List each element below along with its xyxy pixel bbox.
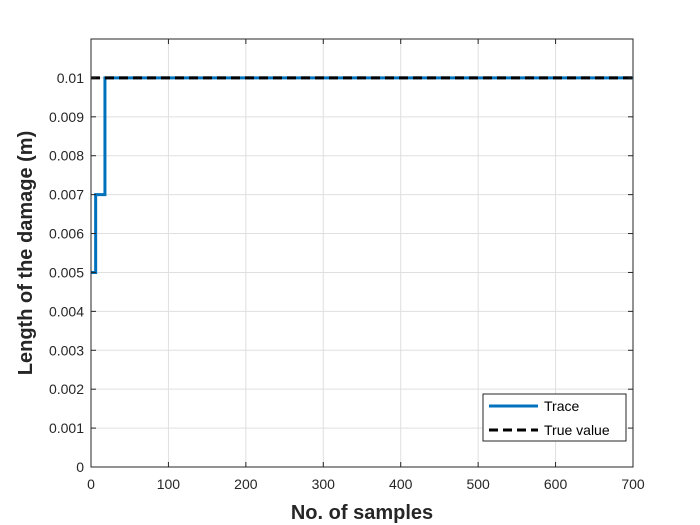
tick-labels: 0 100 200 300 400 500 600 700 0 0.001 0.002 0.003 0.… <box>49 70 645 492</box>
x-tick-label: 100 <box>157 476 181 492</box>
plot-frame <box>90 38 634 468</box>
legend-box <box>482 393 627 442</box>
y-tick-label: 0.004 <box>49 303 84 319</box>
x-tick-label: 500 <box>466 476 490 492</box>
y-tick-label: 0.002 <box>49 381 84 397</box>
x-tick-label: 600 <box>544 476 568 492</box>
y-tick-label: 0.009 <box>49 109 84 125</box>
x-tick-label: 300 <box>312 476 336 492</box>
x-tick-label: 400 <box>389 476 413 492</box>
y-tick-label: 0.008 <box>49 148 84 164</box>
x-tick-label: 0 <box>87 476 95 492</box>
y-tick-label: 0.003 <box>49 342 84 358</box>
x-tick-label: 200 <box>234 476 258 492</box>
y-tick-label: 0.007 <box>49 187 84 203</box>
legend-label-trace: Trace <box>544 398 579 414</box>
y-tick-label: 0.001 <box>49 420 84 436</box>
ticks <box>90 39 634 468</box>
x-axis-label: No. of samples <box>291 502 433 524</box>
legend: Trace True value <box>482 393 627 442</box>
y-tick-label: 0.01 <box>57 70 84 86</box>
y-tick-label: 0.006 <box>49 226 84 242</box>
x-tick-label: 700 <box>621 476 645 492</box>
legend-label-true-value: True value <box>544 422 610 438</box>
y-axis-label: Length of the damage (m) <box>15 131 37 375</box>
y-tick-label: 0 <box>76 459 84 475</box>
y-tick-label: 0.005 <box>49 264 84 280</box>
